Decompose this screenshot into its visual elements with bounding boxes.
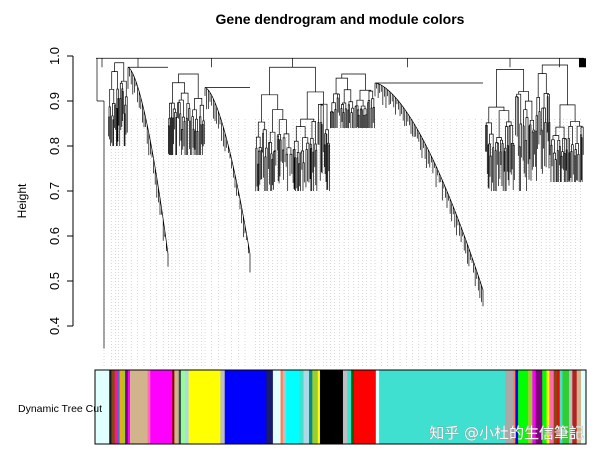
module-color-segment bbox=[309, 370, 313, 444]
module-color-segment bbox=[180, 370, 186, 444]
module-color-segment bbox=[303, 370, 310, 444]
dendrogram-branches bbox=[96, 57, 584, 349]
module-color-segment bbox=[178, 370, 182, 444]
module-color-segment bbox=[379, 370, 506, 444]
module-color-segment bbox=[569, 370, 573, 444]
module-color-segment bbox=[556, 370, 561, 444]
y-tick-label: 1.0 bbox=[47, 47, 62, 65]
module-color-segment bbox=[562, 370, 570, 444]
dendrogram bbox=[96, 57, 586, 349]
watermark-text: 知乎 @小杜的生信筆記 bbox=[429, 424, 584, 442]
module-color-segment bbox=[114, 370, 118, 444]
color-bar-border bbox=[94, 369, 587, 445]
module-color-segment bbox=[317, 370, 321, 444]
module-color-segment bbox=[111, 370, 115, 444]
module-color-segment bbox=[130, 370, 148, 444]
module-color-segment bbox=[272, 370, 281, 444]
module-color-segment bbox=[224, 370, 267, 444]
module-color-segment bbox=[546, 370, 550, 444]
module-color-segment bbox=[122, 370, 126, 444]
y-tick-label: 0.9 bbox=[47, 92, 62, 110]
module-color-segment bbox=[375, 370, 380, 444]
module-color-segment bbox=[515, 370, 519, 444]
module-color-segment bbox=[553, 370, 558, 444]
y-tick-label: 0.6 bbox=[47, 227, 62, 245]
module-color-segment bbox=[109, 370, 112, 444]
module-color-segment bbox=[119, 370, 123, 444]
module-color-segment bbox=[351, 370, 355, 444]
module-color-bar bbox=[94, 369, 587, 445]
module-color-segment bbox=[572, 370, 577, 444]
module-color-segment bbox=[513, 370, 516, 444]
module-color-segment bbox=[347, 370, 352, 444]
module-color-segment bbox=[542, 370, 547, 444]
module-color-segment bbox=[353, 370, 377, 444]
module-color-segment bbox=[174, 370, 180, 444]
module-color-segment bbox=[117, 370, 120, 444]
leaf-guide-lines bbox=[103, 119, 581, 368]
module-color-segment bbox=[527, 370, 533, 444]
chart-title: Gene dendrogram and module colors bbox=[216, 11, 465, 27]
module-color-segment bbox=[188, 370, 221, 444]
y-tick-label: 0.8 bbox=[47, 137, 62, 155]
module-color-segment bbox=[559, 370, 563, 444]
module-color-segment bbox=[504, 370, 514, 444]
module-color-segment bbox=[127, 370, 131, 444]
module-color-segment bbox=[280, 370, 284, 444]
module-color-segment bbox=[518, 370, 529, 444]
module-color-segment bbox=[576, 370, 582, 444]
module-color-segment bbox=[299, 370, 304, 444]
y-tick-label: 0.5 bbox=[47, 272, 62, 290]
y-tick-label: 0.4 bbox=[47, 317, 62, 335]
module-color-segment bbox=[125, 370, 129, 444]
module-color-segment bbox=[150, 370, 173, 444]
module-color-segment bbox=[581, 370, 587, 444]
y-axis-label: Height bbox=[15, 183, 29, 218]
module-color-segment bbox=[266, 370, 274, 444]
module-color-segment bbox=[312, 370, 319, 444]
module-color-segment bbox=[220, 370, 226, 444]
y-tick-label: 0.7 bbox=[47, 182, 62, 200]
module-color-segment bbox=[147, 370, 151, 444]
module-color-segment bbox=[532, 370, 536, 444]
module-color-segment bbox=[282, 370, 287, 444]
module-color-segment bbox=[286, 370, 300, 444]
top-right-mark bbox=[579, 58, 586, 68]
module-color-segment bbox=[342, 370, 348, 444]
module-color-segment bbox=[549, 370, 555, 444]
module-color-segment bbox=[319, 370, 344, 444]
module-color-segment bbox=[95, 370, 110, 444]
module-color-segment bbox=[535, 370, 543, 444]
module-color-segment bbox=[172, 370, 175, 444]
y-axis: 0.4 0.5 0.6 0.7 0.8 0.9 1.0 bbox=[47, 47, 74, 335]
module-color-segment bbox=[185, 370, 189, 444]
color-row-label: Dynamic Tree Cut bbox=[18, 403, 102, 415]
